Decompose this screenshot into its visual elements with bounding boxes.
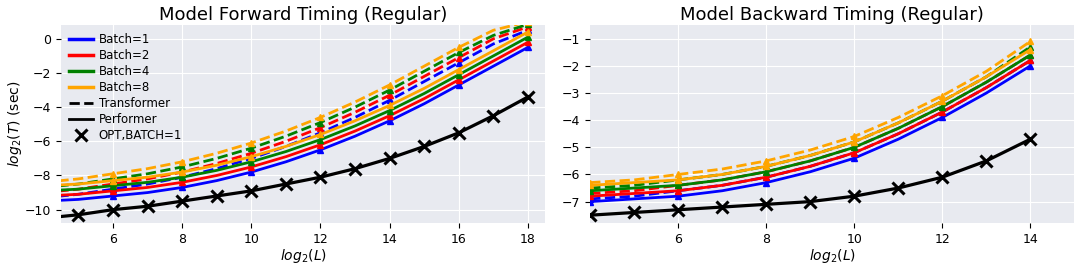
Title: Model Backward Timing (Regular): Model Backward Timing (Regular) [680,6,984,24]
Y-axis label: $log_2(T)$ (sec): $log_2(T)$ (sec) [5,81,24,167]
X-axis label: $log_2(L)$: $log_2(L)$ [809,247,855,265]
X-axis label: $log_2(L)$: $log_2(L)$ [280,247,327,265]
Title: Model Forward Timing (Regular): Model Forward Timing (Regular) [159,6,447,24]
Legend: Batch=1, Batch=2, Batch=4, Batch=8, Transformer, Performer, OPT,BATCH=1: Batch=1, Batch=2, Batch=4, Batch=8, Tran… [67,31,185,144]
